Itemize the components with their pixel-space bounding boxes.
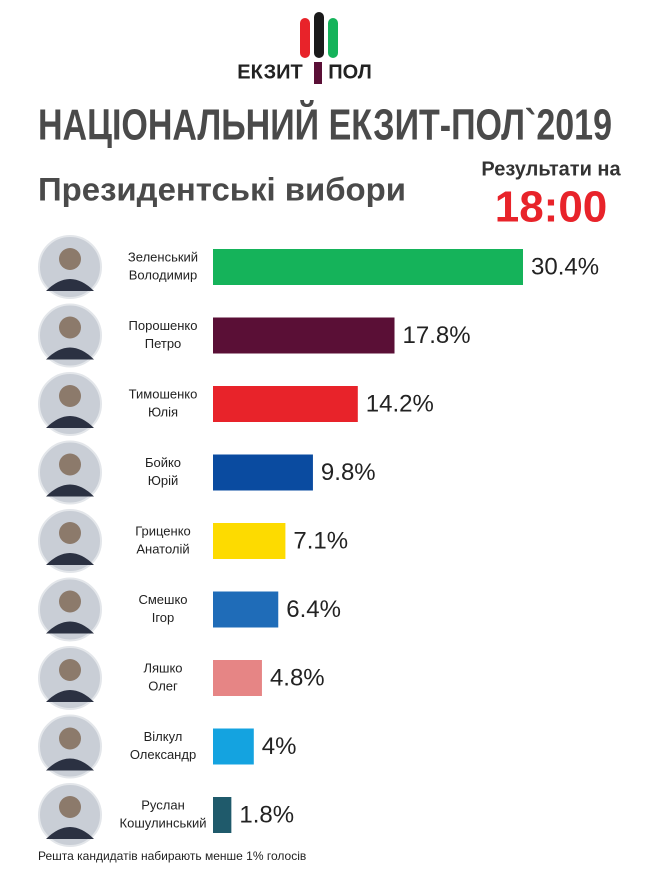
logo-hand (328, 18, 338, 58)
bar (213, 797, 232, 833)
value-label: 9.8% (321, 459, 376, 486)
candidate-photo-head (59, 659, 81, 681)
candidate-name: Бойко (145, 455, 181, 470)
value-label: 4.8% (270, 664, 325, 691)
value-label: 6.4% (286, 596, 341, 623)
bar (213, 454, 313, 491)
candidate-photo-head (59, 796, 81, 818)
bar (213, 591, 279, 628)
candidate-photo-body (46, 279, 94, 291)
logo-text: ПОЛ (328, 61, 371, 83)
candidate-name: Ляшко (143, 660, 182, 675)
chart-subtitle: Президентські вибори (38, 171, 406, 207)
candidate-name: Зеленський (128, 249, 198, 264)
candidate-photo-body (46, 827, 94, 839)
bar (213, 317, 395, 354)
value-label: 30.4% (531, 253, 599, 280)
value-label: 7.1% (293, 527, 348, 554)
value-label: 4% (262, 733, 297, 760)
bar (213, 660, 262, 696)
candidate-photo-body (46, 758, 94, 771)
bar (213, 249, 523, 285)
candidate-name: Вілкул (144, 729, 183, 744)
logo-hand (314, 12, 324, 58)
candidate-name: Петро (145, 336, 182, 351)
logo: ЕКЗИТ ПОЛ (237, 12, 372, 84)
candidate-name: Смешко (138, 592, 187, 607)
candidate-photo-body (46, 484, 94, 497)
candidate-name: Руслан (141, 797, 185, 812)
candidate-photo-head (59, 316, 81, 339)
candidate-name: Юлія (148, 404, 178, 419)
footnote: Решта кандидатів набирають менше 1% голо… (38, 849, 306, 863)
candidate-name: Тимошенко (129, 386, 198, 401)
bar (213, 728, 254, 765)
candidate-name: Юрій (148, 473, 179, 488)
candidate-photo-body (46, 347, 94, 360)
candidate-name: Анатолій (136, 541, 189, 556)
candidate-photo-head (59, 727, 81, 750)
chart-title: НАЦІОНАЛЬНИЙ ЕКЗИТ-ПОЛ`2019 (38, 99, 612, 150)
results-label: Результати на (481, 158, 621, 180)
candidate-photo-body (46, 690, 94, 702)
candidate-name: Ігор (152, 610, 175, 625)
bar (213, 386, 358, 422)
candidate-name: Олег (148, 678, 178, 693)
logo-bar (314, 62, 322, 84)
candidate-name: Гриценко (135, 523, 191, 538)
candidate-photo-body (46, 621, 94, 634)
candidate-photo-head (59, 248, 81, 270)
candidate-photo-body (46, 553, 94, 565)
candidate-name: Кошулинський (120, 815, 207, 830)
candidate-photo-body (46, 416, 94, 428)
logo-hand (300, 18, 310, 58)
value-label: 1.8% (239, 801, 294, 828)
candidate-photo-head (59, 522, 81, 544)
candidate-name: Олександр (130, 747, 196, 762)
candidate-name: Володимир (129, 267, 198, 282)
candidate-photo-head (59, 385, 81, 407)
value-label: 17.8% (403, 322, 471, 349)
candidate-photo-head (59, 453, 81, 476)
bar (213, 523, 286, 559)
candidate-name: Порошенко (129, 318, 198, 333)
value-label: 14.2% (366, 390, 434, 417)
candidate-photo-head (59, 590, 81, 613)
logo-text: ЕКЗИТ (237, 61, 302, 83)
results-time: 18:00 (495, 183, 608, 232)
